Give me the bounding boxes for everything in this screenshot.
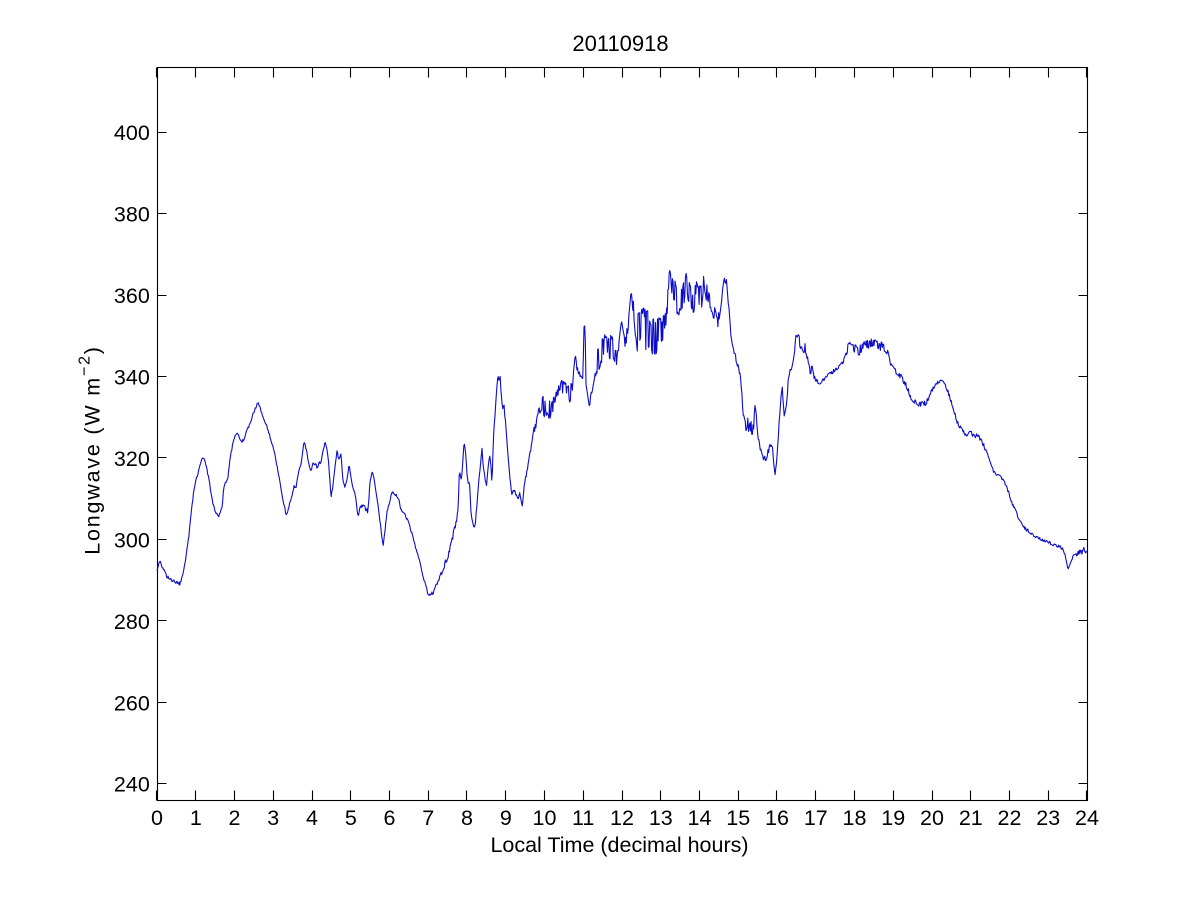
- svg-text:24: 24: [1075, 806, 1099, 830]
- svg-text:21: 21: [959, 806, 983, 830]
- svg-text:260: 260: [114, 691, 150, 715]
- svg-text:23: 23: [1036, 806, 1060, 830]
- svg-text:11: 11: [572, 806, 594, 830]
- svg-text:15: 15: [726, 806, 750, 830]
- svg-text:5: 5: [345, 806, 357, 830]
- svg-text:10: 10: [533, 806, 557, 830]
- svg-text:16: 16: [765, 806, 789, 830]
- svg-text:20: 20: [920, 806, 944, 830]
- svg-text:18: 18: [843, 806, 867, 830]
- svg-text:8: 8: [461, 806, 473, 830]
- svg-text:1: 1: [190, 806, 202, 830]
- svg-text:0: 0: [151, 806, 163, 830]
- svg-text:13: 13: [649, 806, 673, 830]
- svg-text:320: 320: [114, 447, 150, 471]
- svg-text:20110918: 20110918: [572, 31, 668, 56]
- svg-text:9: 9: [500, 806, 512, 830]
- svg-text:14: 14: [688, 806, 712, 830]
- svg-text:6: 6: [384, 806, 396, 830]
- svg-text:400: 400: [114, 121, 150, 145]
- svg-text:280: 280: [114, 610, 150, 634]
- svg-text:Longwave (W m−2): Longwave (W m−2): [77, 345, 105, 555]
- svg-text:360: 360: [114, 284, 150, 308]
- svg-text:19: 19: [881, 806, 905, 830]
- svg-text:340: 340: [114, 366, 150, 390]
- svg-text:17: 17: [804, 806, 828, 830]
- svg-text:300: 300: [114, 528, 150, 552]
- svg-text:380: 380: [114, 203, 150, 227]
- svg-text:12: 12: [610, 806, 634, 830]
- svg-text:240: 240: [114, 773, 150, 797]
- svg-text:3: 3: [267, 806, 279, 830]
- svg-text:7: 7: [422, 806, 434, 830]
- svg-text:Local Time (decimal hours): Local Time (decimal hours): [490, 833, 748, 857]
- svg-text:4: 4: [306, 806, 318, 830]
- svg-text:22: 22: [998, 806, 1022, 830]
- svg-text:2: 2: [229, 806, 241, 830]
